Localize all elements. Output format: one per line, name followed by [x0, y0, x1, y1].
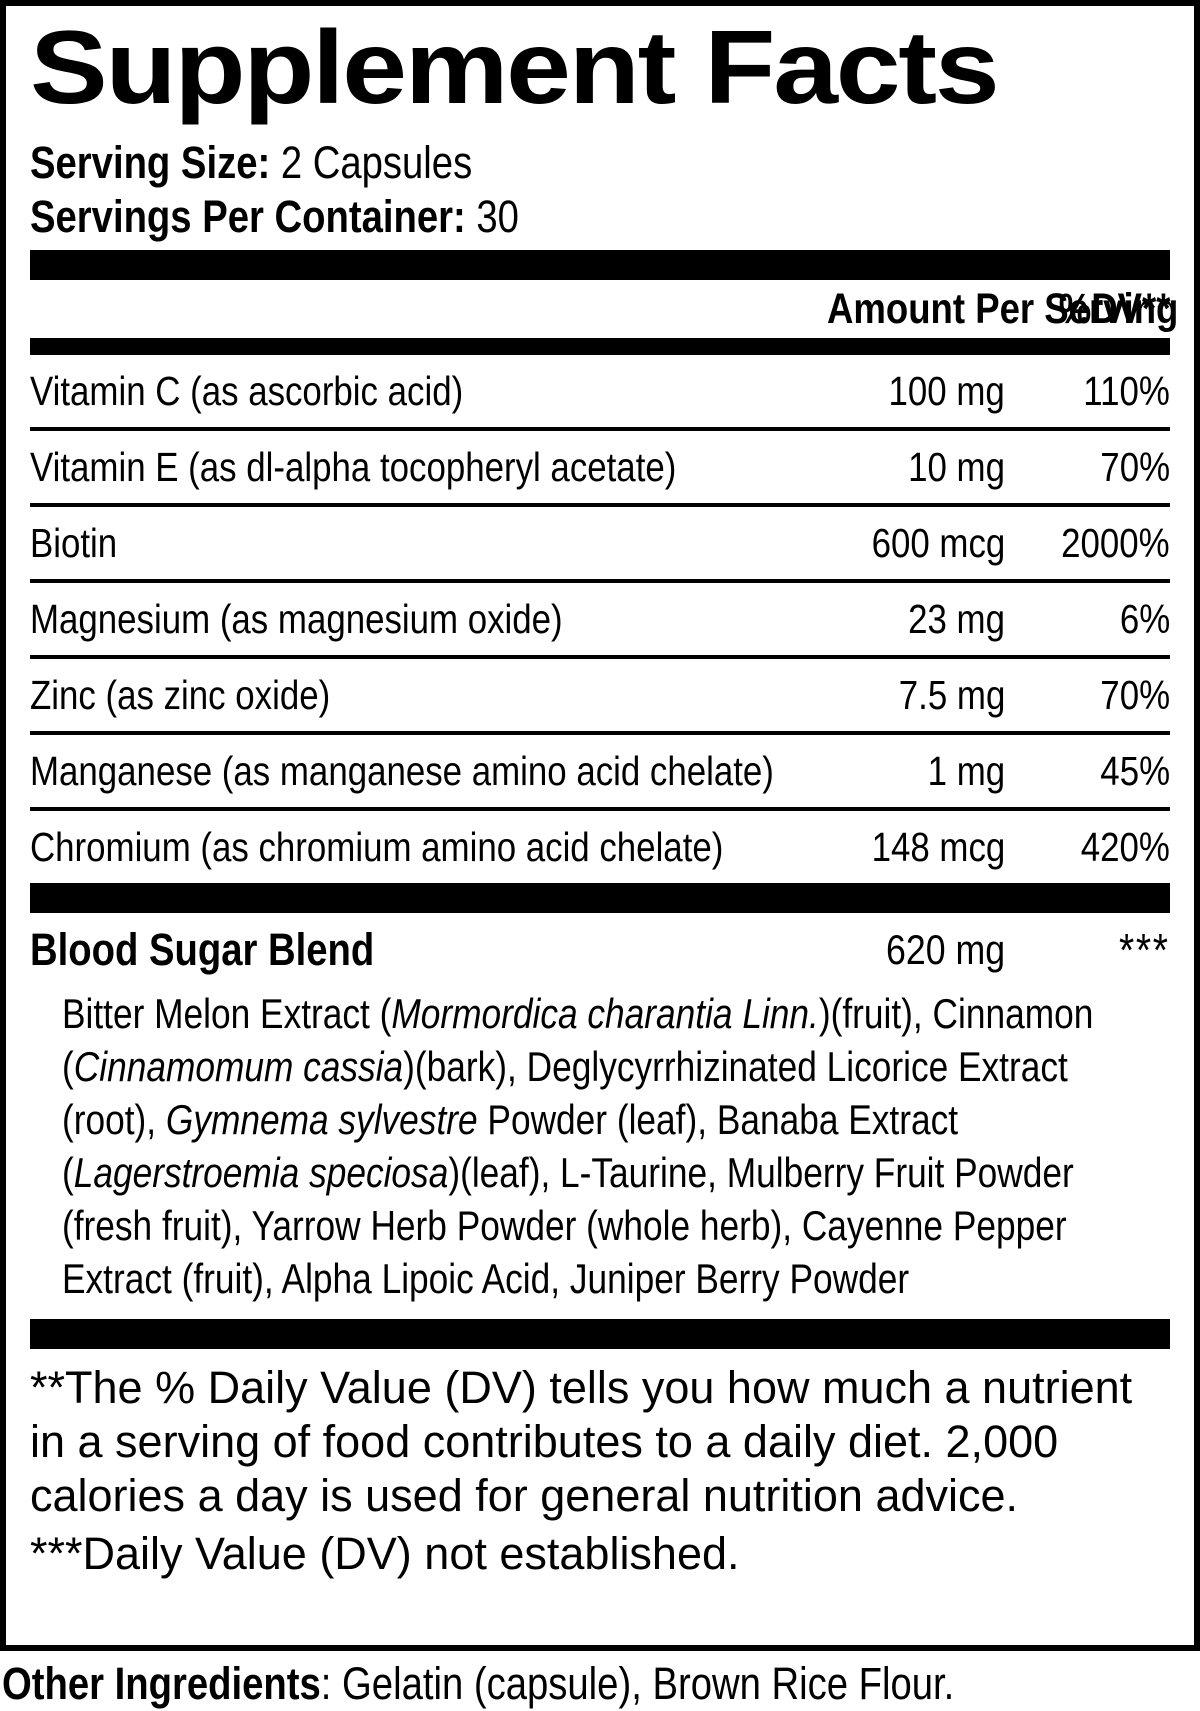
blend-ingredient-segment: Bitter Melon Extract (	[62, 990, 392, 1037]
nutrient-amount: 10 mg	[908, 443, 1005, 490]
nutrient-name: Vitamin E (as dl-alpha tocopheryl acetat…	[30, 443, 677, 490]
blend-dv-cell: ***	[1005, 923, 1170, 977]
blend-ingredients: Bitter Melon Extract (Mormordica charant…	[62, 987, 1170, 1305]
blend-ingredient-segment: Mormordica charantia Linn.	[391, 990, 819, 1037]
nutrient-amount: 7.5 mg	[898, 671, 1005, 718]
panel-title-text: Supplement Facts	[30, 10, 1000, 126]
divider-bar-header	[30, 338, 1170, 355]
table-row: Magnesium (as magnesium oxide) 23 mg 6%	[30, 583, 1170, 659]
table-row: Vitamin E (as dl-alpha tocopheryl acetat…	[30, 431, 1170, 507]
not-established-footnote: ***Daily Value (DV) not established.	[30, 1528, 740, 1579]
nutrient-amount: 100 mg	[888, 367, 1005, 414]
divider-bar-top	[30, 250, 1170, 280]
nutrient-amount: 1 mg	[927, 747, 1005, 794]
serving-size-line: Serving Size: 2 Capsules	[30, 136, 1170, 190]
nutrient-name: Vitamin C (as ascorbic acid)	[30, 367, 464, 414]
serving-size-value: 2 Capsules	[280, 137, 473, 188]
blend-ingredient-segment: Lagerstroemia speciosa	[73, 1149, 449, 1196]
nutrient-name: Biotin	[30, 519, 118, 566]
nutrient-dv: 45%	[1100, 747, 1170, 794]
nutrient-rows: Vitamin C (as ascorbic acid) 100 mg 110% Vi…	[30, 355, 1170, 883]
amount-per-serving-header: Amount Per Serving	[827, 284, 1179, 333]
nutrient-dv: 70%	[1100, 443, 1170, 490]
nutrient-amount: 600 mcg	[871, 519, 1005, 566]
blend-ingredient-segment: )(fruit), Cinnamon (	[62, 990, 1094, 1090]
servings-per-container-label: Servings Per Container:	[30, 191, 466, 242]
nutrient-amount: 23 mg	[908, 595, 1005, 642]
blend-ingredient-segment: Cinnamomum cassia	[73, 1043, 404, 1090]
table-header-row: Amount Per Serving %DV**	[30, 280, 1179, 338]
dv-header: %DV**	[1058, 284, 1170, 333]
table-row: Manganese (as manganese amino acid chela…	[30, 735, 1170, 811]
blend-ingredient-segment: )(leaf), L-Taurine, Mulberry Fruit Powde…	[62, 1149, 1074, 1302]
blend-name: Blood Sugar Blend	[30, 924, 375, 975]
blend-dv: ***	[1119, 924, 1170, 976]
supplement-facts-panel: Supplement Facts Serving Size: 2 Capsule…	[0, 0, 1200, 1651]
nutrient-name: Magnesium (as magnesium oxide)	[30, 595, 563, 642]
nutrient-name: Chromium (as chromium amino acid chelate…	[30, 823, 724, 870]
dv-footnote: **The % Daily Value (DV) tells you how m…	[30, 1362, 1133, 1521]
table-row: Biotin 600 mcg 2000%	[30, 507, 1170, 583]
serving-size-label: Serving Size:	[30, 137, 271, 188]
table-row: Vitamin C (as ascorbic acid) 100 mg 110%	[30, 355, 1170, 431]
blend-ingredient-segment: Powder (leaf), Banaba Extract (	[62, 1096, 959, 1196]
servings-per-container-line: Servings Per Container: 30	[30, 190, 1170, 244]
panel-title: Supplement Facts	[30, 16, 1170, 120]
blend-name-cell: Blood Sugar Blend	[30, 924, 765, 976]
other-ingredients-line: Other Ingredients: Gelatin (capsule), Br…	[2, 1659, 1200, 1709]
nutrient-dv: 420%	[1080, 823, 1170, 870]
table-row: Chromium (as chromium amino acid chelate…	[30, 811, 1170, 883]
nutrient-dv: 6%	[1119, 595, 1170, 642]
nutrient-dv: 70%	[1100, 671, 1170, 718]
blend-ingredients-inner: Bitter Melon Extract (Mormordica charant…	[62, 987, 1171, 1305]
table-row: Zinc (as zinc oxide) 7.5 mg 70%	[30, 659, 1170, 735]
servings-per-container-value: 30	[476, 191, 519, 242]
nutrient-dv: 110%	[1083, 367, 1170, 414]
blend-amount-cell: 620 mg	[765, 926, 1005, 974]
nutrient-name: Zinc (as zinc oxide)	[30, 671, 331, 718]
nutrient-amount: 148 mcg	[871, 823, 1005, 870]
divider-bar-footnote	[30, 1319, 1170, 1349]
other-ingredients-value: : Gelatin (capsule), Brown Rice Flour.	[320, 1658, 955, 1709]
blend-ingredient-segment: Gymnema sylvestre	[165, 1096, 478, 1143]
divider-bar-blend	[30, 883, 1170, 913]
serving-info: Serving Size: 2 Capsules Servings Per Co…	[30, 136, 1170, 244]
blend-ingredient-segment: )(bark), Deglycyrrhizinated Licorice Ext…	[62, 1043, 1068, 1143]
blend-row: Blood Sugar Blend 620 mg ***	[30, 913, 1170, 987]
nutrient-dv: 2000%	[1061, 519, 1170, 566]
blend-amount: 620 mg	[885, 926, 1005, 973]
nutrient-name: Manganese (as manganese amino acid chela…	[30, 747, 774, 794]
other-ingredients-label: Other Ingredients	[2, 1658, 321, 1709]
